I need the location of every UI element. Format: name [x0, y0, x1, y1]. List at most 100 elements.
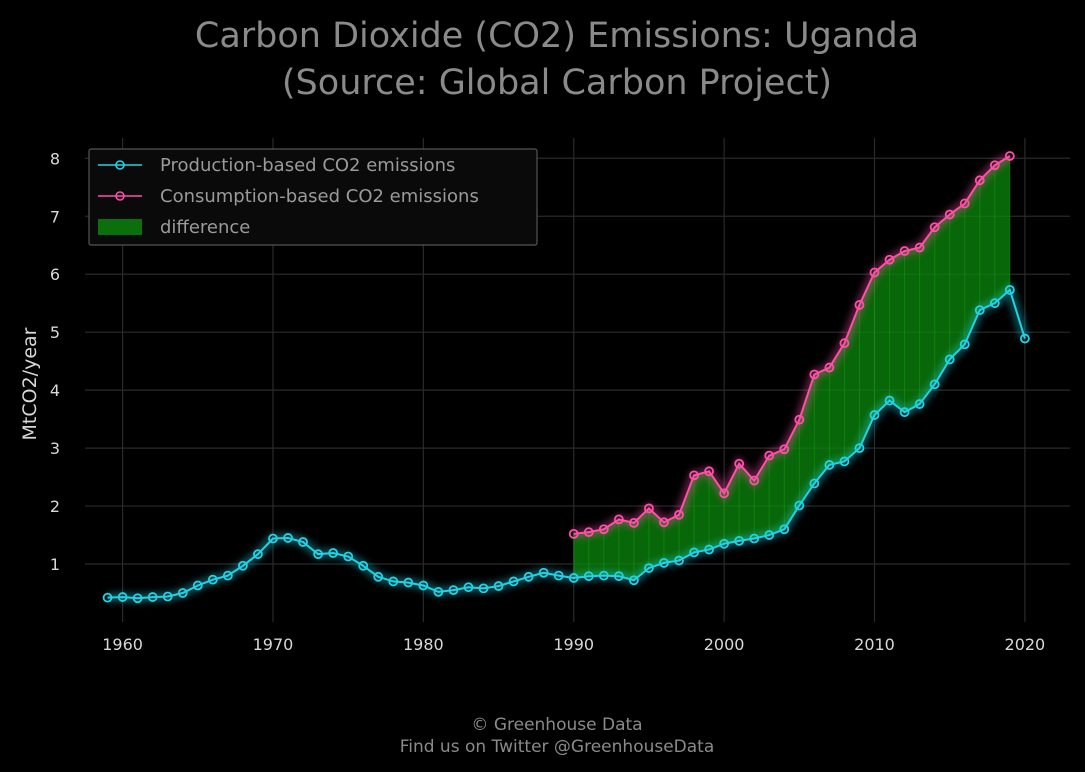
chart-title-line2: (Source: Global Carbon Project) — [282, 63, 832, 103]
production-point — [839, 456, 850, 467]
production-point — [508, 576, 519, 587]
difference-area — [573, 155, 1010, 581]
production-point — [1019, 333, 1030, 344]
legend-difference-label: difference — [160, 217, 250, 238]
x-tick-label: 2010 — [854, 635, 895, 654]
chart-title-line1: Carbon Dioxide (CO2) Emissions: Uganda — [195, 16, 919, 56]
production-point — [162, 591, 173, 602]
production-point — [238, 560, 248, 571]
legend-production-marker — [115, 160, 125, 170]
production-point — [373, 571, 384, 582]
production-point — [117, 592, 128, 602]
series-markers — [102, 151, 1030, 604]
x-tick-label: 1980 — [403, 635, 444, 654]
legend-difference-swatch — [98, 219, 142, 235]
production-point — [869, 410, 880, 420]
production-point — [268, 533, 278, 544]
production-point — [132, 593, 143, 604]
production-point — [809, 478, 820, 489]
production-point — [448, 585, 459, 596]
production-point — [899, 407, 910, 418]
consumption-point — [628, 517, 639, 528]
consumption-point — [719, 488, 730, 499]
consumption-point — [689, 470, 699, 481]
footer-copyright: © Greenhouse Data — [471, 715, 642, 735]
production-point — [538, 567, 549, 578]
footer-twitter: Find us on Twitter @GreenhouseData — [400, 737, 715, 757]
production-point — [764, 530, 775, 540]
y-tick-label: 1 — [50, 555, 60, 574]
production-point — [824, 460, 835, 470]
production-point — [794, 500, 805, 511]
consumption-point — [929, 222, 940, 233]
production-point — [463, 582, 474, 593]
y-axis-label: MtCO2/year — [19, 327, 41, 440]
production-point — [674, 555, 684, 566]
production-point — [478, 583, 489, 594]
x-tick-label: 1970 — [253, 635, 294, 654]
production-point — [343, 551, 354, 562]
legend-consumption-marker — [115, 191, 125, 201]
consumption-point — [959, 198, 970, 209]
production-point — [222, 570, 233, 581]
consumption-point — [674, 509, 684, 520]
consumption-point — [568, 528, 579, 539]
production-point — [854, 443, 865, 454]
production-point — [884, 395, 895, 406]
consumption-point — [989, 160, 1000, 171]
consumption-point — [914, 242, 925, 253]
consumption-point — [583, 527, 594, 538]
production-point — [403, 577, 414, 588]
production-point — [749, 533, 760, 544]
production-point — [192, 580, 203, 591]
production-point — [1004, 284, 1015, 295]
consumption-point — [974, 175, 985, 186]
production-point — [613, 571, 624, 582]
legend-production-label: Production-based CO2 emissions — [160, 155, 455, 176]
consumption-point — [944, 209, 955, 220]
consumption-point — [704, 466, 714, 477]
y-tick-label: 4 — [50, 381, 60, 400]
consumption-point — [598, 524, 609, 535]
consumption-point — [824, 362, 835, 373]
x-tick-label: 1990 — [553, 635, 594, 654]
consumption-point — [613, 514, 624, 525]
production-point — [929, 379, 940, 390]
production-point — [659, 557, 669, 568]
consumption-point — [854, 300, 865, 310]
production-point — [253, 549, 263, 560]
y-tick-label: 5 — [50, 323, 60, 342]
legend: Production-based CO2 emissions Consumpti… — [88, 148, 538, 246]
x-tick-label: 1960 — [102, 635, 143, 654]
consumption-point — [734, 458, 745, 469]
x-tick-label: 2020 — [1005, 635, 1046, 654]
production-point — [628, 575, 639, 586]
axis-ticks: 1960 1970 1980 1990 2000 2010 2020 1 2 3 4 5 6 7 8 — [50, 149, 1045, 654]
consumption-point — [644, 503, 654, 514]
production-point — [102, 592, 113, 603]
x-tick-label: 2000 — [704, 635, 745, 654]
y-tick-label: 2 — [50, 497, 60, 516]
y-tick-label: 6 — [50, 265, 60, 284]
difference-fill — [573, 155, 1011, 581]
production-point — [734, 535, 745, 546]
production-point — [418, 580, 429, 591]
consumption-point — [899, 246, 910, 256]
consumption-point — [764, 450, 775, 461]
production-point — [313, 549, 323, 560]
production-point — [283, 533, 293, 543]
legend-box — [88, 148, 538, 246]
y-tick-label: 7 — [50, 207, 60, 226]
production-point — [959, 339, 970, 350]
consumption-point — [809, 369, 820, 380]
legend-consumption-label: Consumption-based CO2 emissions — [160, 186, 479, 207]
production-point — [568, 573, 579, 583]
consumption-point — [869, 267, 880, 278]
production-point — [704, 544, 714, 555]
production-point — [644, 563, 654, 573]
production-point — [433, 586, 444, 597]
production-point — [207, 574, 218, 585]
y-tick-label: 8 — [50, 149, 60, 168]
production-point — [944, 354, 955, 365]
y-tick-label: 3 — [50, 439, 60, 458]
